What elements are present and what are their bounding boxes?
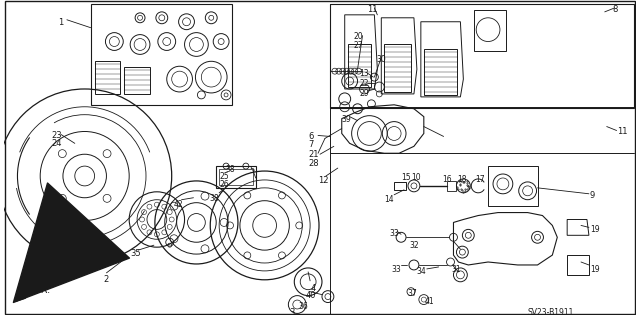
- Text: FR.: FR.: [35, 285, 51, 295]
- Text: 19: 19: [590, 265, 600, 274]
- Text: 8: 8: [612, 5, 618, 14]
- Text: 24: 24: [51, 139, 61, 148]
- Text: 38: 38: [225, 165, 235, 174]
- Text: 40: 40: [305, 291, 316, 300]
- Text: 11: 11: [367, 5, 378, 14]
- Text: 37: 37: [407, 289, 417, 298]
- Text: 29: 29: [360, 89, 369, 98]
- Text: 25: 25: [219, 172, 228, 181]
- Bar: [330, 4, 634, 108]
- Bar: [488, 166, 538, 206]
- Text: 38: 38: [209, 194, 219, 203]
- Text: 23: 23: [51, 130, 61, 139]
- Text: 26: 26: [219, 180, 228, 189]
- Text: 34: 34: [417, 267, 427, 276]
- Text: 6: 6: [308, 132, 314, 142]
- Text: 1: 1: [58, 18, 63, 27]
- Text: 10: 10: [411, 173, 420, 182]
- Text: 17: 17: [476, 175, 485, 184]
- Text: 41: 41: [425, 297, 435, 306]
- Text: 27: 27: [354, 41, 364, 49]
- Bar: [219, 169, 253, 185]
- Text: 20: 20: [354, 32, 364, 41]
- Text: 9: 9: [590, 191, 595, 200]
- Text: 14: 14: [384, 195, 394, 204]
- Text: 2: 2: [104, 275, 109, 284]
- Text: 13: 13: [360, 69, 369, 78]
- Text: 15: 15: [401, 173, 411, 182]
- Text: 3: 3: [289, 308, 295, 317]
- Bar: [447, 181, 456, 191]
- Text: 22: 22: [360, 79, 369, 88]
- Text: 16: 16: [443, 175, 452, 184]
- Text: 31: 31: [451, 265, 461, 274]
- Text: 11: 11: [618, 127, 628, 136]
- Text: 19: 19: [590, 226, 600, 234]
- Text: 33: 33: [391, 265, 401, 274]
- Text: 18: 18: [458, 175, 467, 184]
- Text: 21: 21: [308, 150, 319, 159]
- Text: 35: 35: [130, 249, 141, 258]
- Text: 12: 12: [318, 176, 328, 185]
- Text: 4: 4: [311, 284, 316, 293]
- Text: 32: 32: [409, 241, 419, 250]
- Text: 36: 36: [298, 301, 308, 311]
- Bar: [394, 182, 406, 190]
- Text: 5: 5: [250, 166, 255, 175]
- Text: 7: 7: [308, 140, 314, 149]
- Text: 42: 42: [173, 200, 183, 209]
- Bar: [216, 166, 256, 188]
- Bar: [91, 4, 232, 105]
- Text: 30: 30: [376, 56, 386, 64]
- Text: 28: 28: [308, 159, 319, 168]
- Text: 39: 39: [342, 115, 351, 124]
- Text: 33: 33: [389, 229, 399, 238]
- Text: SV23-B1911: SV23-B1911: [527, 308, 574, 317]
